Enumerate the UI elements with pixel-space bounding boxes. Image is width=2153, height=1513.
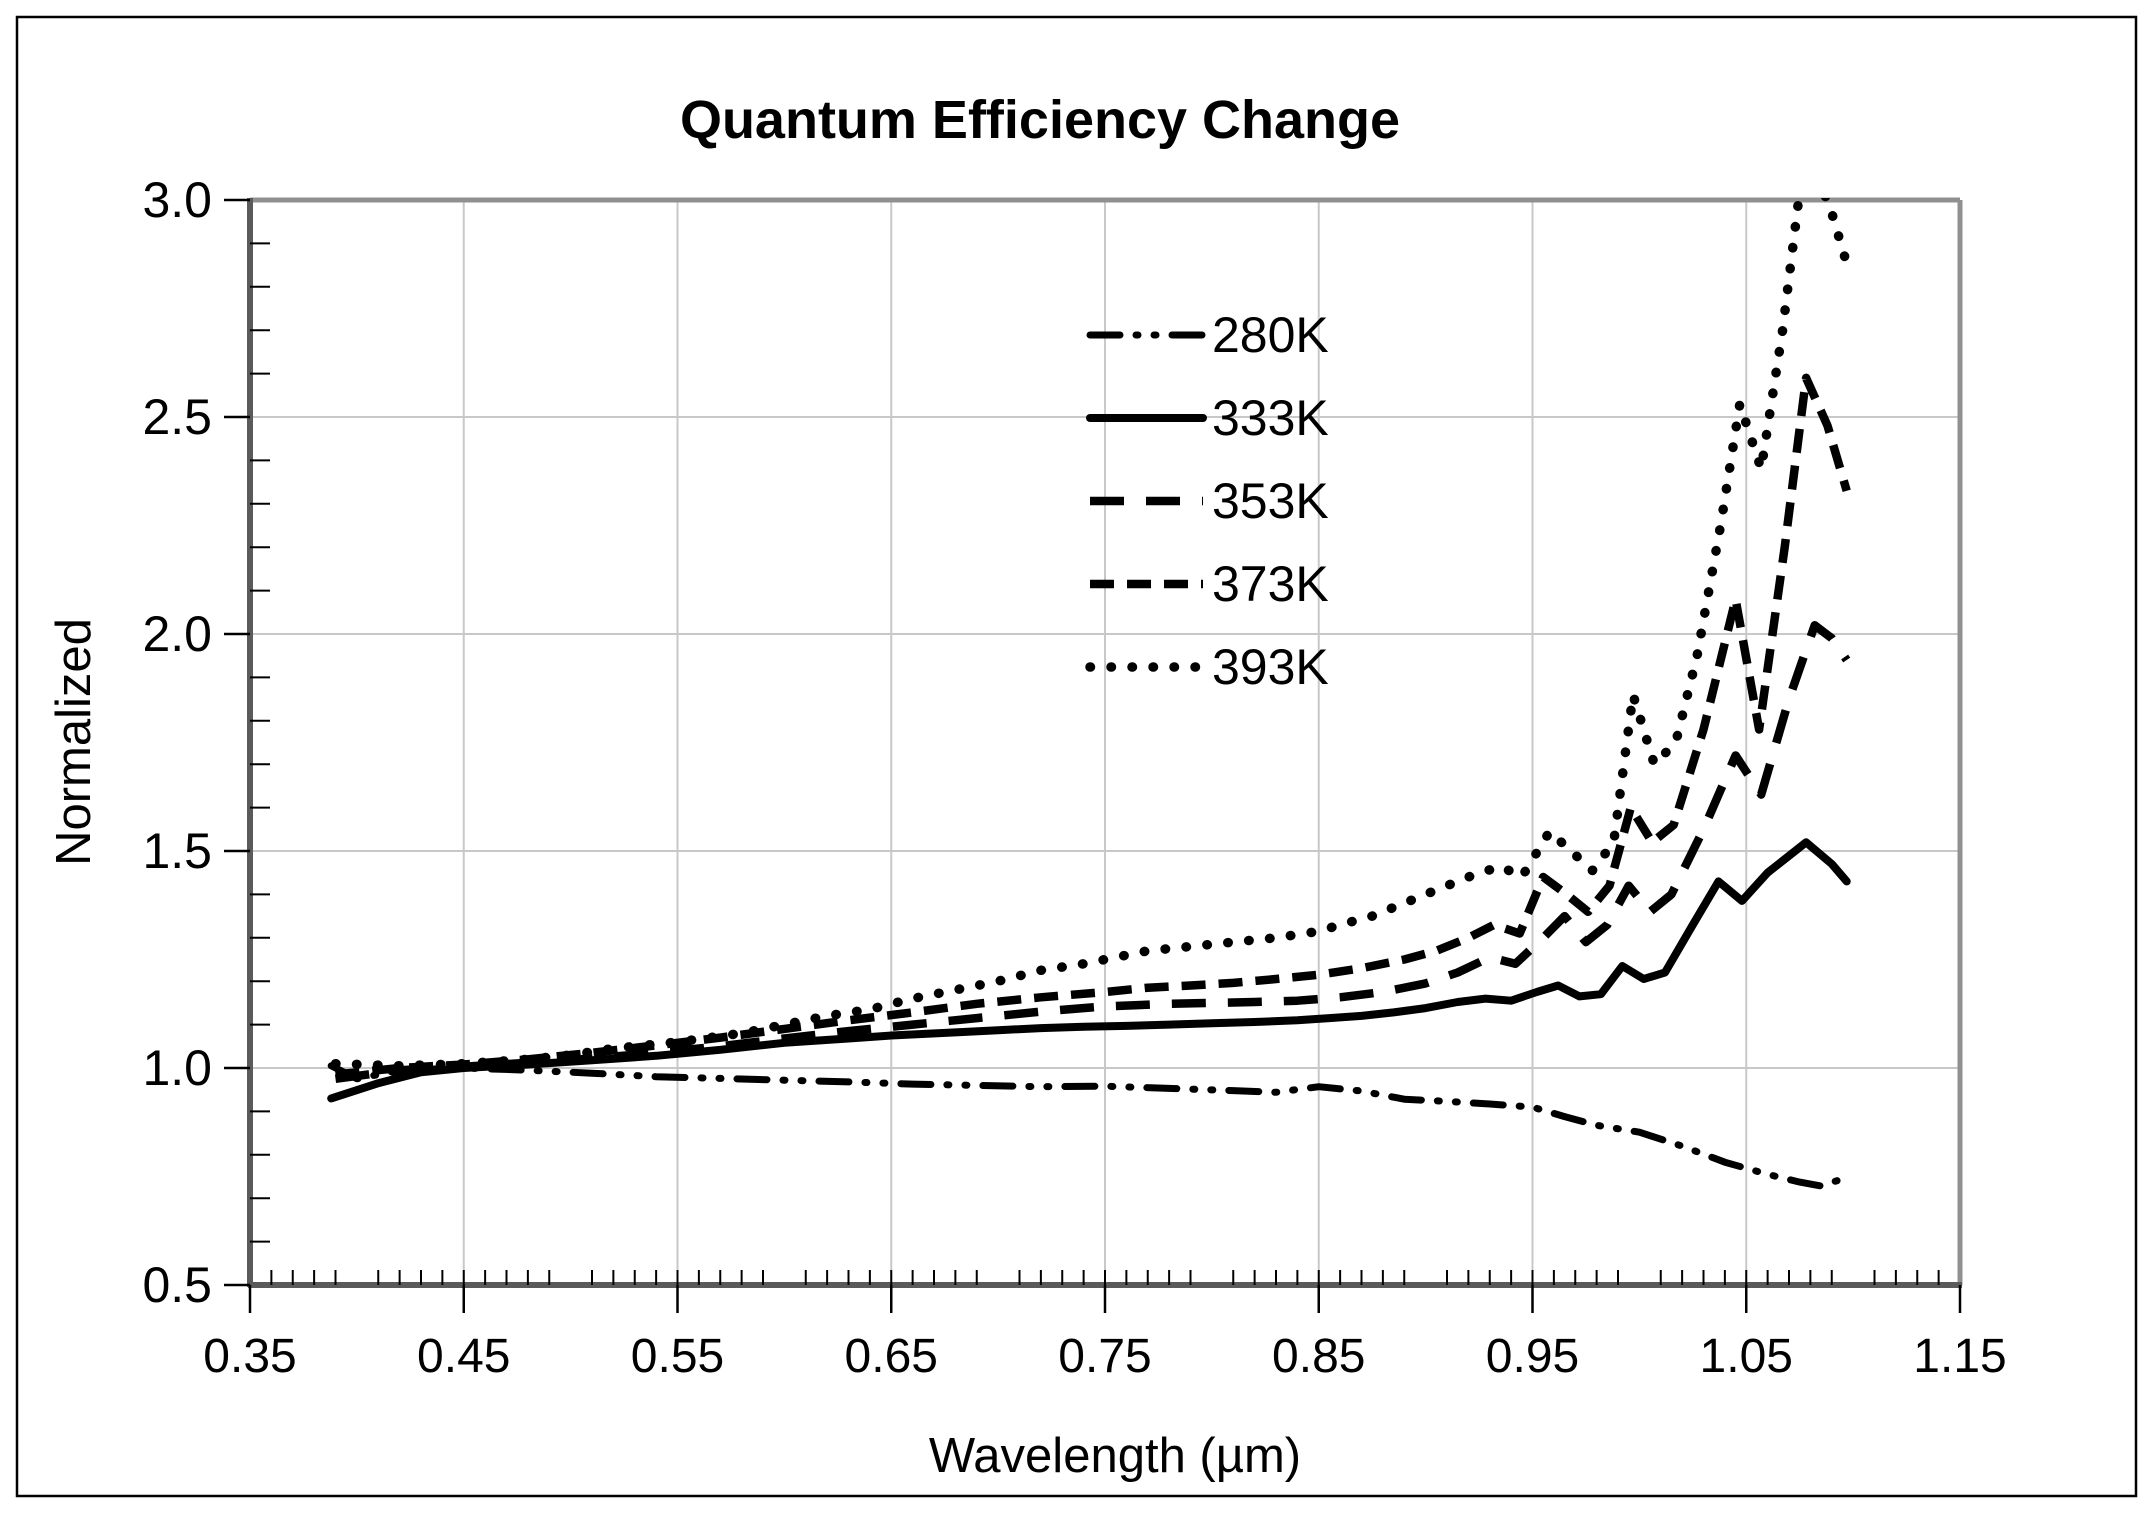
figure-border — [15, 15, 2138, 1498]
legend-item-333k: 333K — [1086, 390, 1329, 446]
y-tick-label: 2.0 — [142, 606, 212, 662]
chart-title: Quantum Efficiency Change — [680, 90, 1400, 150]
x-tick-label: 1.05 — [1700, 1330, 1793, 1383]
y-tick-label: 1.5 — [142, 823, 212, 879]
x-tick-label: 0.35 — [203, 1330, 296, 1383]
y-tick-label: 2.5 — [142, 389, 212, 445]
legend-item-353k: 353K — [1090, 473, 1329, 529]
legend-item-373k: 373K — [1090, 556, 1329, 612]
plot-frame — [247, 197, 1963, 1288]
series-280k — [327, 1062, 1851, 1190]
x-tick-label: 0.85 — [1272, 1330, 1365, 1383]
legend-label: 373K — [1212, 556, 1329, 612]
y-tick-label: 0.5 — [142, 1257, 212, 1313]
x-tick-label: 0.95 — [1486, 1330, 1579, 1383]
x-tick-label: 0.45 — [417, 1330, 510, 1383]
legend-label: 280K — [1212, 307, 1329, 363]
y-axis-label: Normalized — [47, 618, 101, 866]
legend-label: 393K — [1212, 639, 1329, 695]
axis-tick-labels: 0.35 0.45 0.55 0.65 0.75 0.85 0.95 1.05 1.15 0.5 1… — [142, 172, 2006, 1383]
x-tick-label: 0.65 — [845, 1330, 938, 1383]
legend-label: 333K — [1212, 390, 1329, 446]
x-tick-label: 0.75 — [1058, 1330, 1151, 1383]
y-tick-label: 3.0 — [142, 172, 212, 228]
axis-ticks — [224, 198, 1962, 1313]
legend-label: 353K — [1212, 473, 1329, 529]
x-tick-label: 1.15 — [1913, 1330, 2006, 1383]
series-373k — [335, 373, 1851, 1079]
gridlines — [250, 200, 1960, 1285]
series-393k — [330, 198, 1850, 1071]
data-curves — [327, 198, 1851, 1190]
legend-item-280k: 280K — [1086, 307, 1329, 363]
x-tick-label: 0.55 — [631, 1330, 724, 1383]
chart-legend: 280K 333K 353K 373K 393K — [1085, 307, 1329, 695]
legend-item-393k: 393K — [1085, 639, 1329, 695]
x-axis-label: Wavelength (µm) — [929, 1429, 1301, 1483]
y-tick-label: 1.0 — [142, 1040, 212, 1096]
